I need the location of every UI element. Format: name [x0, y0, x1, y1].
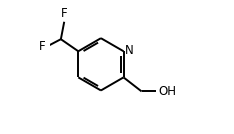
- Text: F: F: [39, 40, 45, 53]
- Text: F: F: [61, 7, 68, 20]
- Text: OH: OH: [158, 85, 176, 98]
- Text: N: N: [125, 44, 134, 57]
